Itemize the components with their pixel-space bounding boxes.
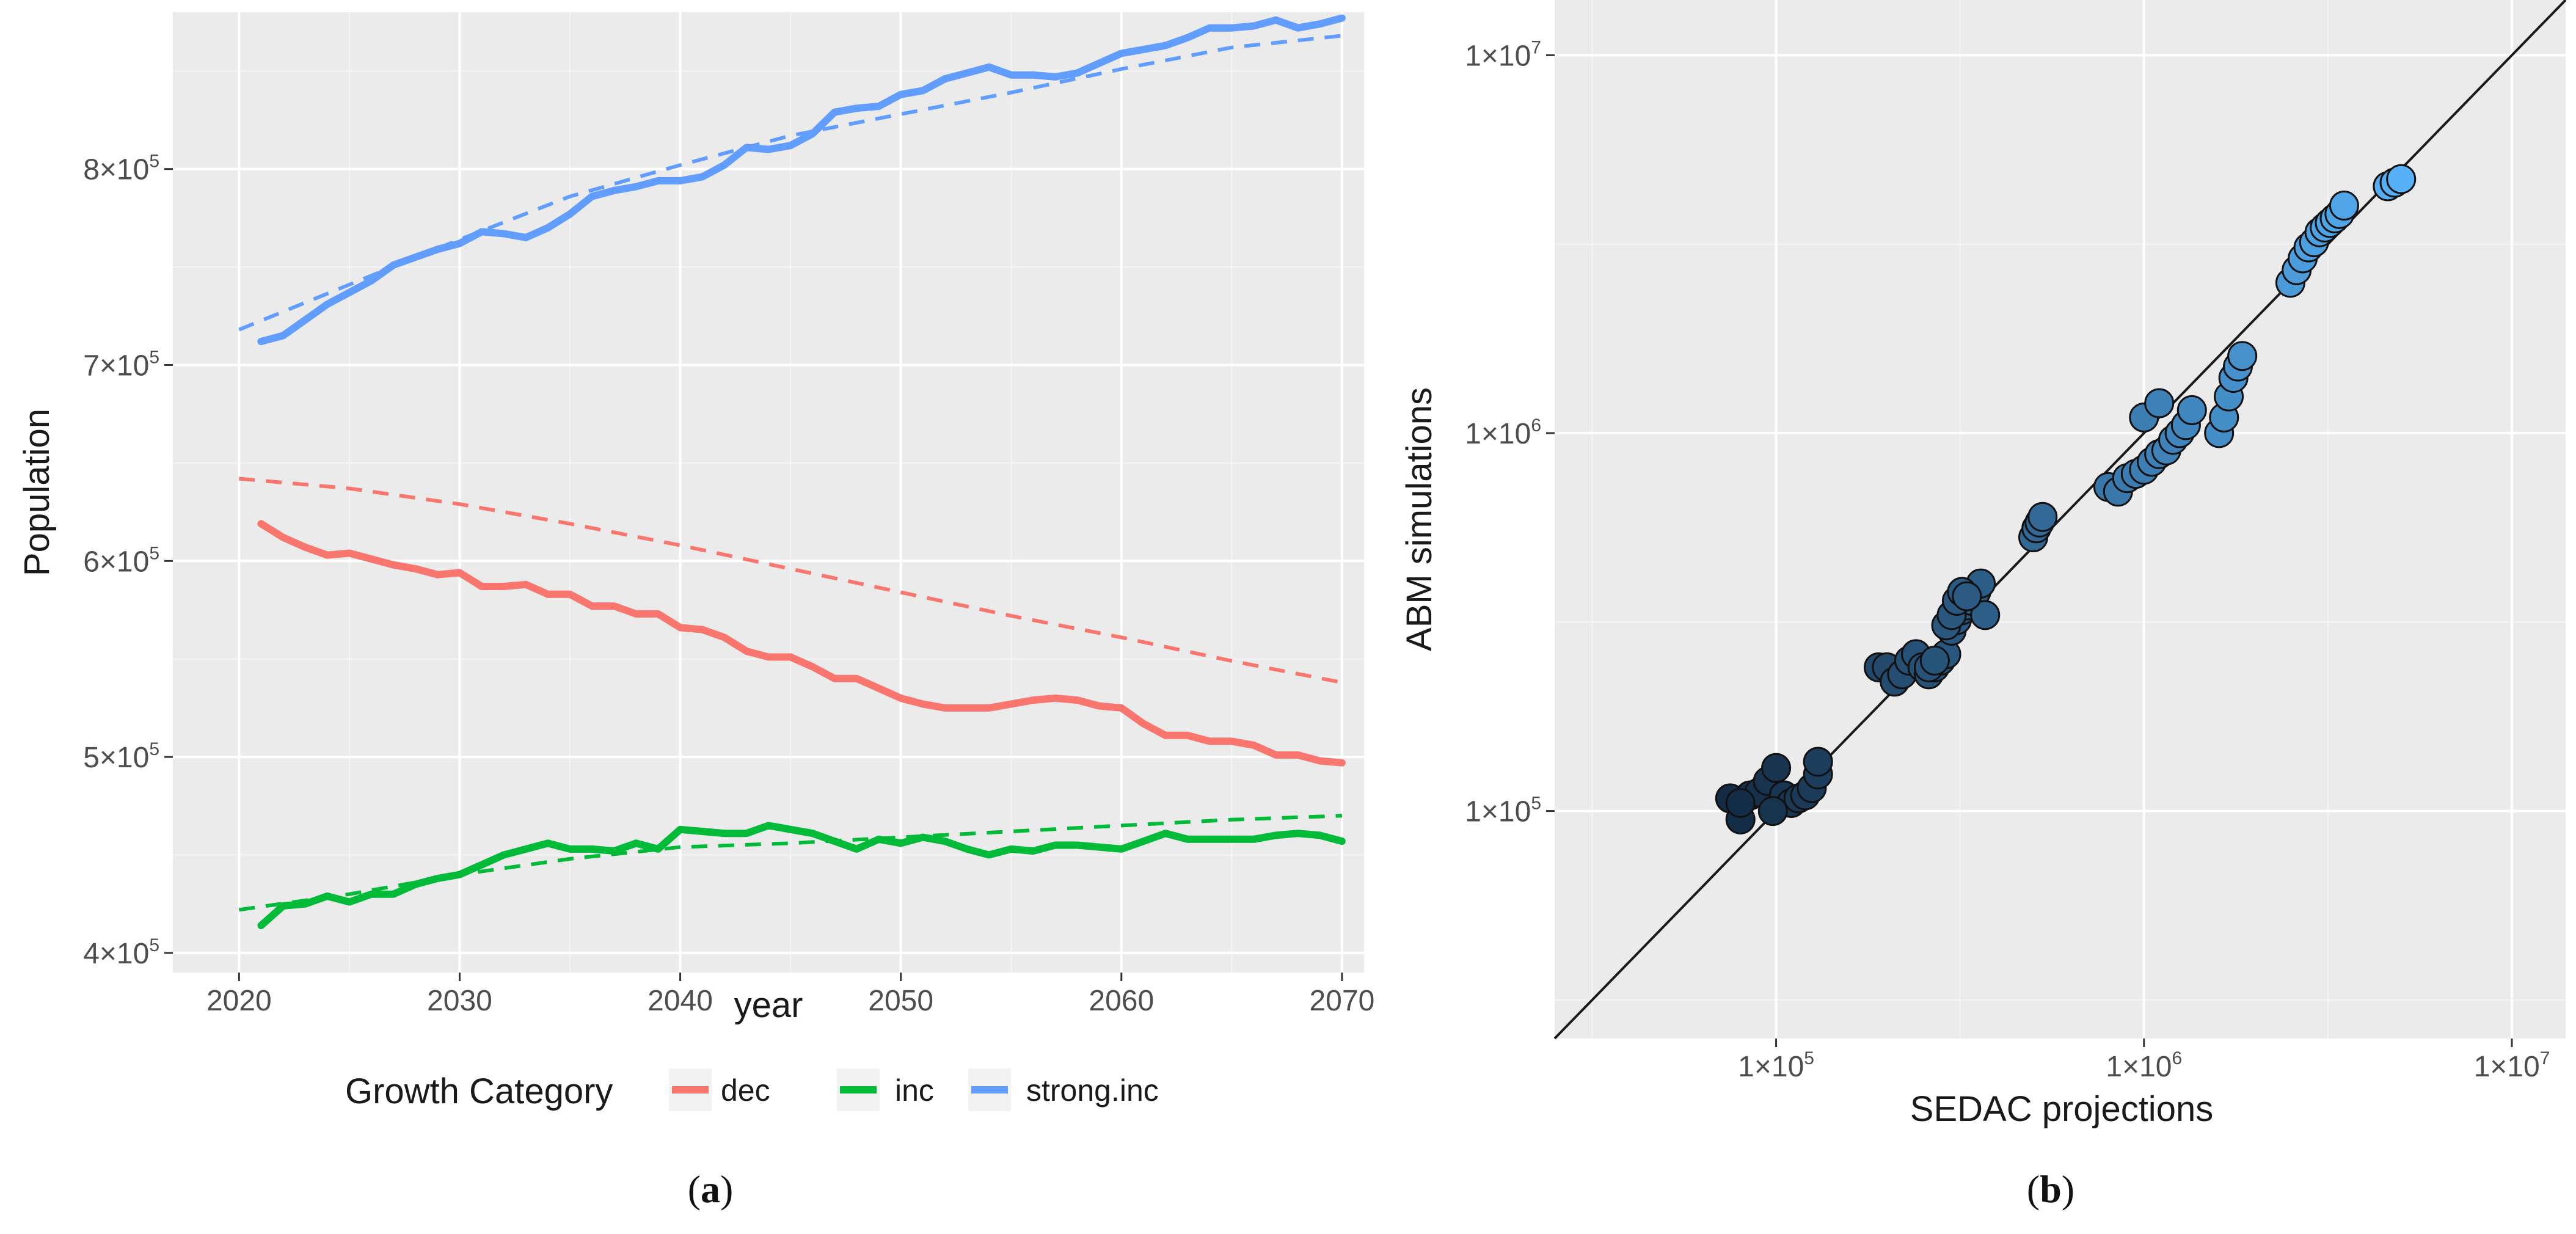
series-line-strong-inc-dashed	[238, 34, 1343, 332]
gridlines-b	[1555, 0, 2566, 1039]
y-axis-title-b: ABM simulations	[1399, 387, 1439, 651]
x-tick-labels-a: 2020 2030 2040 2050 2060 2070	[206, 973, 1374, 1017]
scatter-point	[2386, 164, 2417, 194]
y-tick-label: 5×105	[83, 739, 159, 774]
y-tick-label: 1×105	[1465, 794, 1541, 828]
x-tick-label: 2070	[1309, 985, 1374, 1017]
x-axis-title-a: year	[734, 985, 803, 1025]
x-tick-label: 1×105	[1738, 1048, 1814, 1083]
scatter-point	[2227, 341, 2258, 371]
scatter-point	[2027, 502, 2058, 532]
series-line-inc-solid	[257, 822, 1346, 929]
y-tick-label: 7×105	[83, 347, 159, 382]
x-axis-title-b: SEDAC projections	[1910, 1089, 2213, 1129]
x-tick-label: 2060	[1089, 985, 1154, 1017]
legend: Growth Category dec inc strong.inc	[345, 1068, 1159, 1111]
legend-label-inc: inc	[895, 1073, 934, 1108]
x-tick-label: 1×106	[2106, 1048, 2182, 1083]
legend-label-strong-inc: strong.inc	[1026, 1073, 1159, 1108]
scatter-point	[1803, 747, 1833, 777]
x-tick-label: 2020	[206, 985, 272, 1017]
panel-label-a: (a)	[688, 1167, 734, 1211]
scatter-point	[1952, 581, 1982, 612]
scatter-point	[1757, 796, 1788, 827]
y-axis-title-a: Population	[17, 409, 57, 576]
x-tick-label: 2030	[427, 985, 492, 1017]
y-tick-label: 8×105	[83, 152, 159, 186]
x-tick-label: 2040	[648, 985, 713, 1017]
scatter-point	[2329, 191, 2359, 221]
x-tick-label: 1×107	[2474, 1048, 2550, 1083]
series-line-inc-dashed	[238, 814, 1343, 912]
x-tick-label: 2050	[868, 985, 933, 1017]
legend-key-dec	[669, 1068, 712, 1111]
series-group-a	[238, 14, 1346, 929]
legend-title: Growth Category	[345, 1072, 613, 1111]
series-line-dec-solid	[257, 520, 1346, 767]
scatter-points-b	[1715, 164, 2417, 834]
scatter-point	[1970, 600, 2001, 630]
panel-label-b: (b)	[2027, 1167, 2074, 1211]
plot-background-a	[173, 12, 1364, 973]
y-tick-label: 4×105	[83, 935, 159, 970]
y-tick-label: 1×106	[1465, 415, 1541, 450]
scatter-point	[2144, 388, 2175, 418]
scatter-point	[1725, 787, 1756, 818]
legend-key-inc	[837, 1068, 880, 1111]
x-tick-labels-b: 1×105 1×106 1×107	[1738, 1039, 2550, 1083]
scatter-point	[2176, 395, 2207, 425]
y-tick-label: 6×105	[83, 543, 159, 578]
y-tick-labels-a: 4×105 5×105 6×105 7×105 8×105	[83, 152, 173, 970]
legend-label-dec: dec	[721, 1073, 770, 1108]
y-tick-label: 1×107	[1465, 37, 1541, 72]
legend-key-strong-inc	[968, 1068, 1011, 1111]
y-tick-labels-b: 1×105 1×106 1×107	[1465, 37, 1555, 828]
scatter-point	[1761, 753, 1792, 783]
scatter-point	[1919, 645, 1950, 676]
gridlines-a	[173, 12, 1364, 973]
panel-b-scatter-chart: 1×105 1×106 1×107 1×105 1×106 1×107 SEDAC pr…	[1399, 0, 2567, 1211]
